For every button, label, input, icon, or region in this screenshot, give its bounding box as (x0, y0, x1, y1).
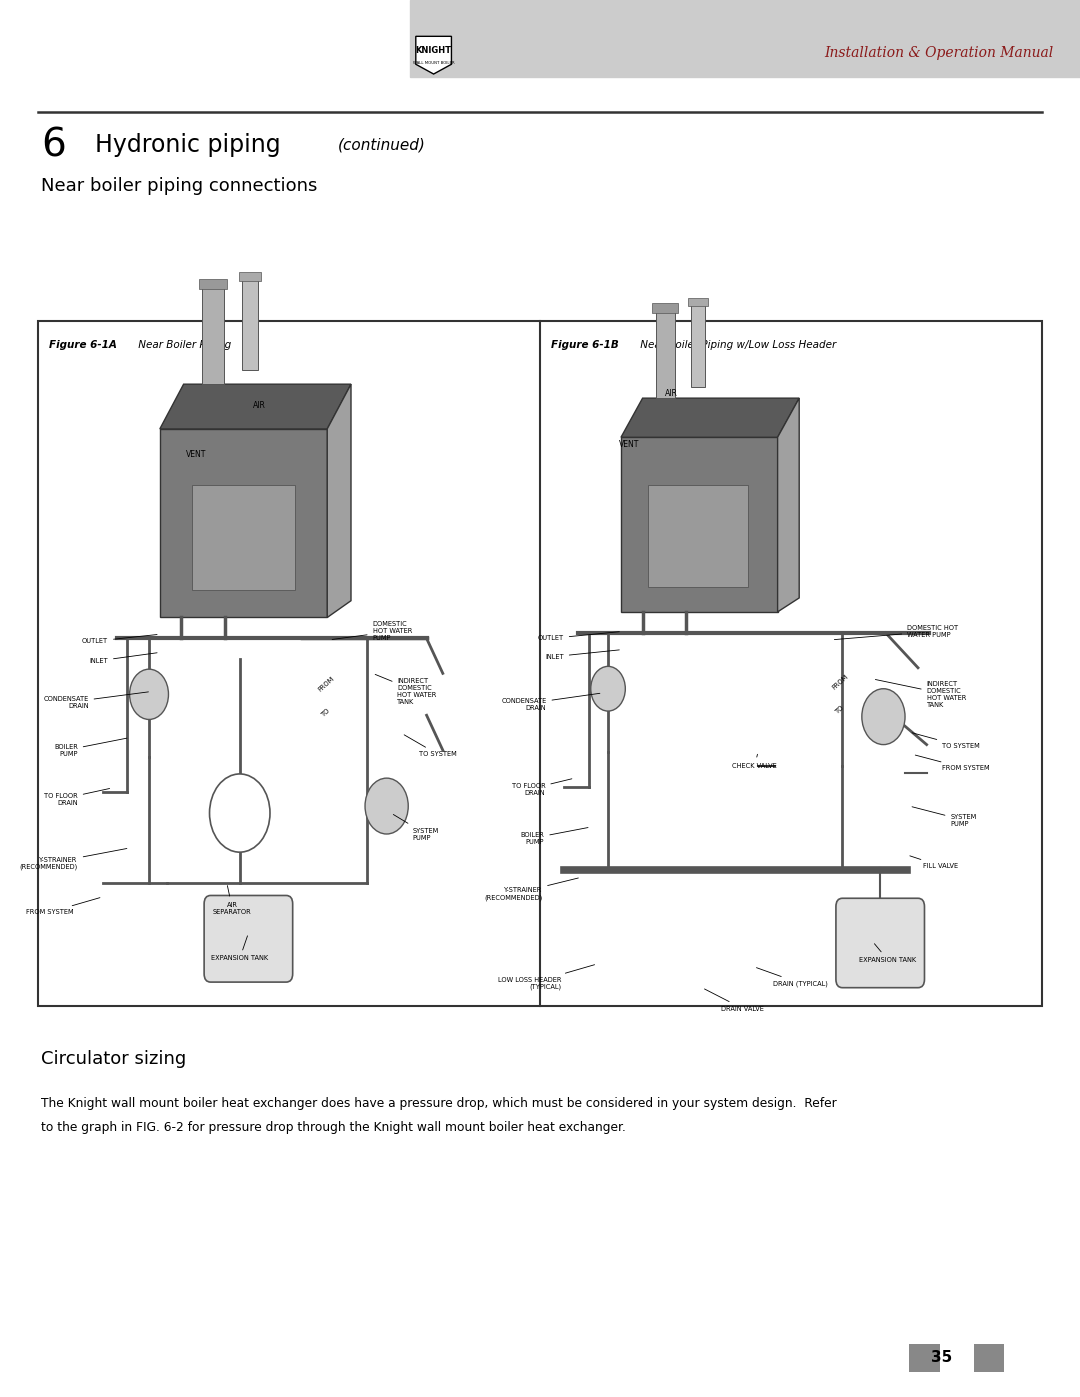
Text: CONDENSATE
DRAIN: CONDENSATE DRAIN (501, 693, 599, 711)
Text: INLET: INLET (545, 650, 619, 659)
Bar (239, 272, 261, 281)
Text: Figure 6-1A: Figure 6-1A (49, 339, 117, 351)
Text: INLET: INLET (90, 652, 157, 664)
Text: 35: 35 (931, 1351, 953, 1365)
Text: to the graph in FIG. 6-2 for pressure drop through the Knight wall mount boiler : to the graph in FIG. 6-2 for pressure dr… (41, 1120, 626, 1134)
Text: 6: 6 (41, 126, 66, 165)
Text: WALL MOUNT BOILER: WALL MOUNT BOILER (413, 61, 455, 64)
FancyBboxPatch shape (836, 898, 924, 988)
Text: TO: TO (835, 704, 846, 715)
Text: FROM: FROM (318, 676, 335, 693)
Text: EXPANSION TANK: EXPANSION TANK (212, 936, 268, 961)
Text: AIR: AIR (253, 401, 266, 409)
Text: Hydronic piping: Hydronic piping (95, 133, 281, 158)
Bar (38, 321, 1042, 1006)
Circle shape (210, 774, 270, 852)
Text: LOW LOSS HEADER
(TYPICAL): LOW LOSS HEADER (TYPICAL) (498, 965, 595, 990)
Text: TO SYSTEM: TO SYSTEM (404, 735, 457, 757)
Text: CHECK VALVE: CHECK VALVE (732, 754, 777, 768)
Text: DRAIN (TYPICAL): DRAIN (TYPICAL) (756, 968, 828, 986)
Circle shape (591, 666, 625, 711)
Polygon shape (778, 398, 799, 612)
Text: TO SYSTEM: TO SYSTEM (912, 733, 980, 749)
Text: FROM SYSTEM: FROM SYSTEM (915, 756, 989, 771)
Text: FROM: FROM (832, 673, 849, 690)
Bar (242, 275, 258, 370)
Text: BOILER
PUMP: BOILER PUMP (521, 827, 588, 845)
Text: SYSTEM
PUMP: SYSTEM PUMP (912, 806, 976, 827)
Text: Y-STRAINER
(RECOMMENDED): Y-STRAINER (RECOMMENDED) (19, 848, 126, 870)
Polygon shape (621, 398, 799, 437)
Bar (974, 1344, 1004, 1372)
Text: DOMESTIC
HOT WATER
PUMP: DOMESTIC HOT WATER PUMP (333, 622, 411, 641)
Text: AIR: AIR (665, 390, 678, 398)
Text: TO: TO (321, 707, 332, 718)
Text: Installation & Operation Manual: Installation & Operation Manual (824, 46, 1053, 60)
Bar (648, 485, 748, 587)
Text: Near boiler piping connections: Near boiler piping connections (41, 177, 318, 194)
Bar (160, 429, 327, 617)
Bar (199, 279, 227, 289)
Text: OUTLET: OUTLET (538, 631, 619, 641)
Text: Figure 6-1B: Figure 6-1B (551, 339, 619, 351)
Text: VENT: VENT (186, 450, 206, 458)
Bar (621, 437, 778, 612)
Text: VENT: VENT (619, 440, 639, 448)
Text: INDIRECT
DOMESTIC
HOT WATER
TANK: INDIRECT DOMESTIC HOT WATER TANK (375, 675, 436, 705)
Text: FROM SYSTEM: FROM SYSTEM (26, 898, 100, 915)
Bar (688, 298, 708, 306)
Bar (652, 303, 678, 313)
Text: TO FLOOR
DRAIN: TO FLOOR DRAIN (512, 778, 572, 796)
Text: TO FLOOR
DRAIN: TO FLOOR DRAIN (44, 788, 109, 806)
Text: INDIRECT
DOMESTIC
HOT WATER
TANK: INDIRECT DOMESTIC HOT WATER TANK (876, 679, 966, 708)
Circle shape (130, 669, 168, 719)
Text: The Knight wall mount boiler heat exchanger does have a pressure drop, which mus: The Knight wall mount boiler heat exchan… (41, 1097, 837, 1111)
Bar (202, 284, 224, 384)
Text: FILL VALVE: FILL VALVE (909, 856, 959, 869)
Circle shape (365, 778, 408, 834)
Bar (656, 307, 675, 398)
Text: EXPANSION TANK: EXPANSION TANK (860, 944, 916, 963)
Text: KNIGHT: KNIGHT (416, 46, 451, 54)
Circle shape (862, 689, 905, 745)
Text: SYSTEM
PUMP: SYSTEM PUMP (393, 814, 438, 841)
Text: BOILER
PUMP: BOILER PUMP (54, 738, 126, 757)
Bar (410, 0, 1080, 77)
Bar (909, 1344, 940, 1372)
Text: OUTLET: OUTLET (82, 634, 157, 644)
Text: Near Boiler Piping w/Low Loss Header: Near Boiler Piping w/Low Loss Header (637, 339, 836, 351)
Bar (192, 485, 295, 590)
Text: CONDENSATE
DRAIN: CONDENSATE DRAIN (43, 692, 148, 710)
Text: (continued): (continued) (338, 138, 426, 152)
Polygon shape (416, 36, 451, 74)
Bar (691, 300, 705, 387)
Text: DRAIN VALVE: DRAIN VALVE (704, 989, 765, 1011)
Text: Near Boiler Piping: Near Boiler Piping (135, 339, 231, 351)
Text: Y-STRAINER
(RECOMMENDED): Y-STRAINER (RECOMMENDED) (484, 877, 579, 901)
Polygon shape (327, 384, 351, 617)
Polygon shape (160, 384, 351, 429)
Text: DOMESTIC HOT
WATER PUMP: DOMESTIC HOT WATER PUMP (835, 624, 958, 640)
Text: Circulator sizing: Circulator sizing (41, 1051, 186, 1067)
FancyBboxPatch shape (204, 895, 293, 982)
Text: AIR
SEPARATOR: AIR SEPARATOR (213, 886, 252, 915)
